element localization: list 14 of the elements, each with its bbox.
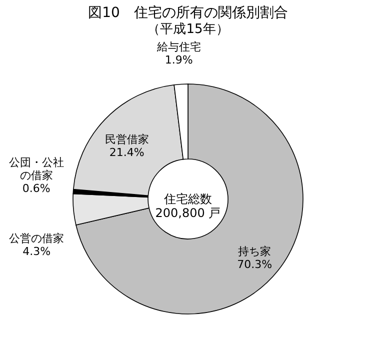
slice-label: 持ち家 (238, 244, 272, 258)
slice-label: 公団・公社の借家 (8, 156, 64, 182)
data-label: 1.9% (164, 53, 193, 66)
donut-slice (76, 84, 304, 314)
chart-subtitle: （平成15年） (147, 22, 229, 37)
data-label: 70.3% (237, 258, 272, 271)
slice-label: 民営借家 (104, 133, 149, 146)
data-label: 4.3% (22, 244, 51, 258)
text: 住宅総数 200,800 戸 (155, 192, 221, 220)
data-label: 21.4% (109, 146, 144, 160)
chart-title: 図10 住宅の所有の関係別割合 (88, 5, 288, 21)
slice-label: 給与住宅 (156, 40, 201, 54)
slice-label: 公営の借家 (9, 232, 64, 245)
data-label: 0.6% (22, 182, 50, 196)
